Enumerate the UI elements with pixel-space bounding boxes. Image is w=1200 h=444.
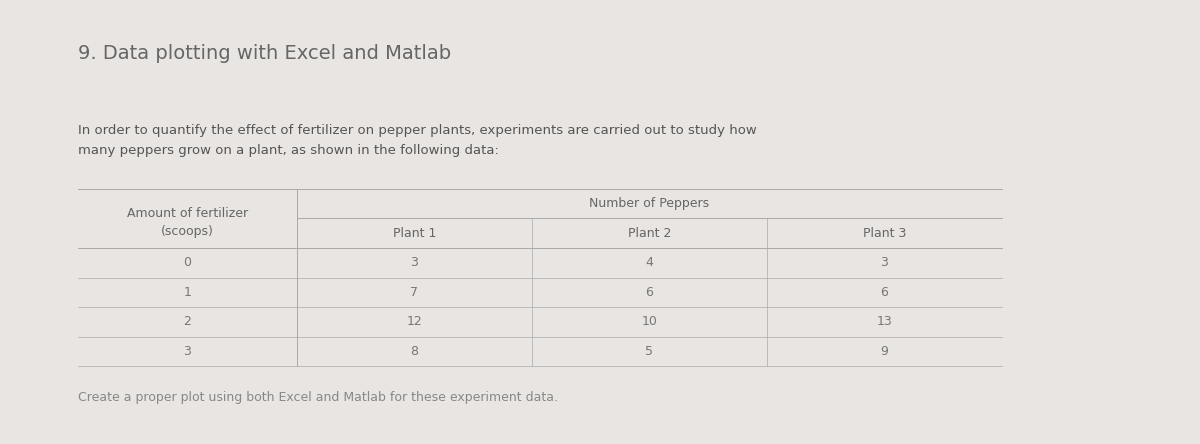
Text: 7: 7 [410,286,419,299]
Text: In order to quantify the effect of fertilizer on pepper plants, experiments are : In order to quantify the effect of ferti… [78,124,757,157]
Text: Plant 3: Plant 3 [863,226,906,240]
Text: Create a proper plot using both Excel and Matlab for these experiment data.: Create a proper plot using both Excel an… [78,391,558,404]
Text: 9. Data plotting with Excel and Matlab: 9. Data plotting with Excel and Matlab [78,44,451,63]
Text: 12: 12 [407,315,422,329]
Text: 9: 9 [881,345,888,358]
Text: Plant 2: Plant 2 [628,226,671,240]
Text: 3: 3 [410,256,418,269]
Text: 3: 3 [184,345,191,358]
Text: 13: 13 [876,315,893,329]
Text: 10: 10 [642,315,658,329]
Text: 3: 3 [881,256,888,269]
Text: Plant 1: Plant 1 [392,226,436,240]
Text: 6: 6 [646,286,653,299]
Text: Amount of fertilizer: Amount of fertilizer [127,207,248,220]
Text: 6: 6 [881,286,888,299]
Text: 5: 5 [646,345,653,358]
Text: 1: 1 [184,286,191,299]
Text: Number of Peppers: Number of Peppers [589,197,709,210]
Text: 2: 2 [184,315,191,329]
Text: 0: 0 [184,256,191,269]
Text: 8: 8 [410,345,419,358]
Text: 4: 4 [646,256,653,269]
Text: (scoops): (scoops) [161,225,214,238]
